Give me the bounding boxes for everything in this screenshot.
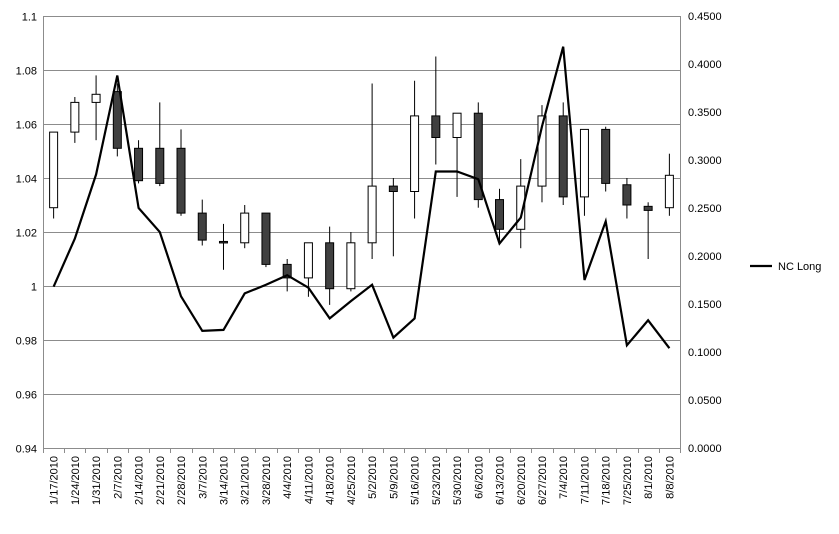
left-tick-label: 0.94: [16, 444, 37, 456]
right-tick-label: 0.4000: [688, 59, 722, 71]
x-tick-label: 5/30/2010: [452, 456, 464, 505]
x-tick-label: 8/8/2010: [664, 456, 676, 499]
candle-down: [218, 240, 228, 244]
left-tick-label: 1.1: [22, 12, 37, 24]
left-axis-ticks: 0.94 0.96 0.98 1 1.02 1.04 1.06 1.08 1.1: [16, 12, 37, 456]
x-tick-label: 1/17/2010: [49, 456, 61, 505]
candle-up: [240, 212, 250, 244]
candle-down: [643, 205, 653, 211]
x-tick-label: 1/24/2010: [70, 456, 82, 505]
x-tick-label: 4/18/2010: [325, 456, 337, 505]
candle-up: [410, 115, 420, 192]
right-tick-label: 0.2000: [688, 251, 722, 263]
legend: NC Long: [750, 261, 821, 273]
x-tick-label: 5/2/2010: [367, 456, 379, 499]
x-tick-label: 6/6/2010: [473, 456, 485, 499]
left-tick-label: 1.06: [16, 120, 37, 132]
candle-down: [176, 147, 186, 214]
candle-up: [346, 242, 356, 290]
candle-up: [49, 131, 59, 209]
candle-down: [431, 115, 441, 139]
nc-long-series: [52, 46, 671, 349]
x-tick-label: 3/21/2010: [240, 456, 252, 505]
candle-up: [516, 185, 526, 230]
x-tick-label: 2/14/2010: [134, 456, 146, 505]
right-tick-label: 0.2500: [688, 203, 722, 215]
right-tick-label: 0.0000: [688, 443, 722, 455]
candle-down: [601, 128, 611, 184]
x-tick-label: 3/28/2010: [261, 456, 273, 505]
candle-down: [261, 212, 271, 265]
x-tick-label: 6/27/2010: [537, 456, 549, 505]
x-tick-label: 5/9/2010: [388, 456, 400, 499]
left-tick-label: 1.02: [16, 228, 37, 240]
x-tick-label: 1/31/2010: [91, 456, 103, 505]
candle-down: [622, 184, 632, 206]
left-tick-label: 0.98: [16, 336, 37, 348]
candle-up: [579, 128, 589, 198]
right-axis-ticks: 0.0000 0.0500 0.1000 0.1500 0.2000 0.2500 0.30…: [688, 11, 722, 455]
x-tick-label: 7/4/2010: [558, 456, 570, 499]
x-tick-label: 4/25/2010: [346, 456, 358, 505]
candle-up: [664, 174, 674, 209]
candle-down: [134, 147, 144, 182]
x-tick-label: 7/25/2010: [622, 456, 634, 505]
candle-down: [282, 263, 292, 279]
candle-down: [112, 91, 122, 149]
x-tick-label: 2/7/2010: [112, 456, 124, 499]
x-tick-label: 3/7/2010: [197, 456, 209, 499]
candle-up: [452, 112, 462, 138]
candle-down: [388, 185, 398, 193]
right-tick-label: 0.3000: [688, 155, 722, 167]
candle-down: [495, 199, 505, 230]
x-tick-label: 8/1/2010: [643, 456, 655, 499]
left-tick-label: 1: [31, 282, 37, 294]
right-tick-label: 0.3500: [688, 107, 722, 119]
axes: [43, 16, 681, 453]
candle-up: [537, 115, 547, 187]
candle-down: [558, 115, 568, 198]
candle-up: [367, 185, 377, 244]
right-tick-label: 0.1000: [688, 347, 722, 359]
candle-down: [155, 147, 165, 184]
candle-up: [70, 101, 80, 133]
left-tick-label: 1.04: [16, 174, 37, 186]
nc-long-line: [52, 46, 671, 349]
candle-up: [303, 242, 313, 279]
x-tick-label: 6/20/2010: [516, 456, 528, 505]
candle-down: [325, 242, 335, 290]
right-tick-label: 0.4500: [688, 11, 722, 23]
x-tick-label: 2/28/2010: [176, 456, 188, 505]
left-tick-label: 1.08: [16, 66, 37, 78]
right-tick-label: 0.1500: [688, 299, 722, 311]
gridlines: [43, 16, 680, 449]
x-tick-label: 7/18/2010: [601, 456, 613, 505]
left-tick-label: 0.96: [16, 390, 37, 402]
x-tick-label: 4/11/2010: [303, 456, 315, 504]
candle-down: [473, 112, 483, 201]
x-tick-label: 3/14/2010: [218, 456, 230, 505]
x-tick-label: 6/13/2010: [495, 456, 507, 505]
right-tick-label: 0.0500: [688, 395, 722, 407]
legend-label: NC Long: [778, 261, 821, 273]
x-tick-label: 7/11/2010: [579, 456, 591, 504]
x-tick-label: 5/16/2010: [410, 456, 422, 505]
candles: [49, 56, 674, 305]
x-tick-label: 2/21/2010: [155, 456, 167, 505]
x-tick-label: 5/23/2010: [431, 456, 443, 505]
candle-up: [91, 93, 101, 103]
x-tick-label: 4/4/2010: [282, 456, 294, 499]
x-axis-ticks: 1/17/2010 1/24/2010 1/31/2010 2/7/2010 2/14/…: [49, 456, 677, 505]
candle-down: [197, 212, 207, 241]
